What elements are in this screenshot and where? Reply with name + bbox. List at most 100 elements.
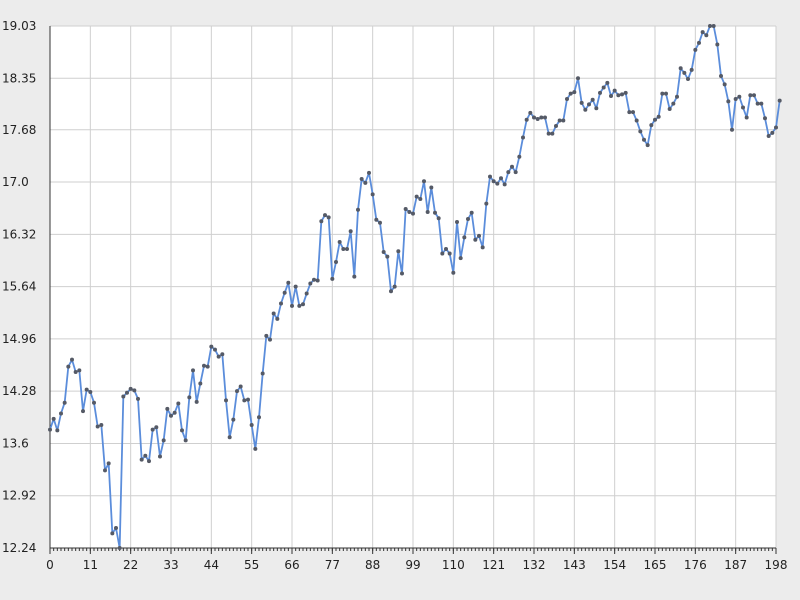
- data-point: [308, 281, 313, 286]
- data-point: [370, 192, 375, 197]
- data-point: [598, 90, 602, 95]
- data-point: [634, 118, 639, 123]
- x-tick-label: 0: [46, 558, 54, 572]
- data-point: [748, 93, 753, 98]
- data-point: [235, 389, 239, 394]
- data-point: [623, 90, 628, 95]
- x-tick-label: 165: [644, 558, 667, 572]
- data-point: [561, 118, 566, 123]
- y-tick-label: 12.24: [2, 541, 36, 555]
- y-tick-label: 15.64: [2, 280, 36, 294]
- data-point: [205, 364, 210, 369]
- data-point: [554, 123, 558, 128]
- data-point: [374, 217, 379, 222]
- data-point: [279, 301, 283, 306]
- data-point: [345, 246, 349, 251]
- data-point: [297, 303, 302, 308]
- data-point: [139, 457, 144, 462]
- tick-labels: 12.24 12.92 13.6 14.28 14.96 15.64 16.32 17.0 17…: [2, 19, 787, 572]
- data-point: [55, 428, 60, 433]
- y-tick-label: 12.92: [2, 489, 36, 503]
- data-point: [132, 388, 137, 393]
- data-point: [411, 211, 415, 216]
- grid-lines: [49, 25, 777, 549]
- data-point: [480, 245, 485, 250]
- data-point: [759, 101, 764, 106]
- data-point: [488, 174, 492, 179]
- data-point: [315, 278, 320, 283]
- data-point: [568, 91, 573, 96]
- data-point: [106, 461, 111, 466]
- data-point: [682, 70, 687, 75]
- data-point: [730, 127, 734, 132]
- y-tick-label: 14.28: [2, 384, 36, 398]
- data-point: [697, 40, 701, 45]
- data-point: [84, 387, 89, 392]
- data-point: [770, 130, 775, 135]
- data-point: [550, 131, 555, 136]
- x-tick-label: 22: [123, 558, 138, 572]
- data-point: [583, 107, 588, 112]
- data-point: [532, 115, 536, 120]
- y-tick-label: 14.96: [2, 332, 36, 346]
- data-point: [319, 219, 324, 224]
- data-point: [147, 459, 151, 464]
- data-point: [103, 468, 107, 473]
- data-point: [521, 135, 525, 140]
- data-point: [719, 73, 723, 78]
- data-point: [304, 291, 309, 296]
- data-point: [612, 88, 617, 93]
- data-point: [414, 194, 419, 199]
- data-point: [491, 179, 496, 184]
- data-point: [172, 410, 177, 415]
- data-point: [722, 82, 727, 87]
- data-point: [238, 384, 243, 389]
- data-point: [392, 284, 397, 289]
- x-tick-label: 132: [523, 558, 546, 572]
- data-point: [605, 80, 610, 85]
- axes: [49, 26, 777, 554]
- data-point: [312, 277, 316, 282]
- data-point: [458, 256, 463, 261]
- y-tick-label: 19.03: [2, 19, 36, 33]
- data-point: [543, 115, 547, 120]
- data-point: [711, 24, 716, 28]
- y-tick-label: 17.68: [2, 123, 36, 137]
- data-point: [264, 333, 269, 338]
- data-point: [180, 428, 184, 433]
- data-point: [381, 250, 386, 255]
- data-point: [77, 368, 82, 373]
- data-point: [708, 24, 712, 28]
- data-point: [165, 406, 170, 411]
- data-point: [136, 396, 140, 401]
- x-tick-label: 121: [482, 558, 505, 572]
- data-point: [590, 97, 595, 102]
- data-point: [642, 137, 646, 142]
- data-point: [660, 91, 665, 96]
- data-point: [418, 196, 423, 201]
- data-point: [367, 170, 371, 175]
- data-point: [649, 123, 654, 128]
- data-point: [154, 425, 159, 430]
- data-point: [741, 105, 745, 110]
- data-point: [462, 235, 467, 240]
- x-tick-label: 187: [724, 558, 747, 572]
- data-point: [645, 143, 650, 148]
- data-point: [609, 93, 613, 98]
- data-point: [693, 47, 698, 52]
- data-point: [510, 164, 514, 169]
- x-tick-label: 66: [284, 558, 299, 572]
- data-point: [557, 118, 562, 123]
- x-tick-label: 11: [83, 558, 98, 572]
- data-point: [51, 416, 56, 421]
- data-point: [601, 85, 606, 90]
- data-point: [246, 397, 250, 402]
- data-point: [473, 237, 478, 242]
- data-point: [766, 133, 771, 138]
- data-point: [528, 110, 533, 115]
- x-tick-label: 143: [563, 558, 586, 572]
- data-point: [73, 369, 78, 374]
- data-point: [389, 289, 393, 294]
- data-point: [594, 106, 599, 111]
